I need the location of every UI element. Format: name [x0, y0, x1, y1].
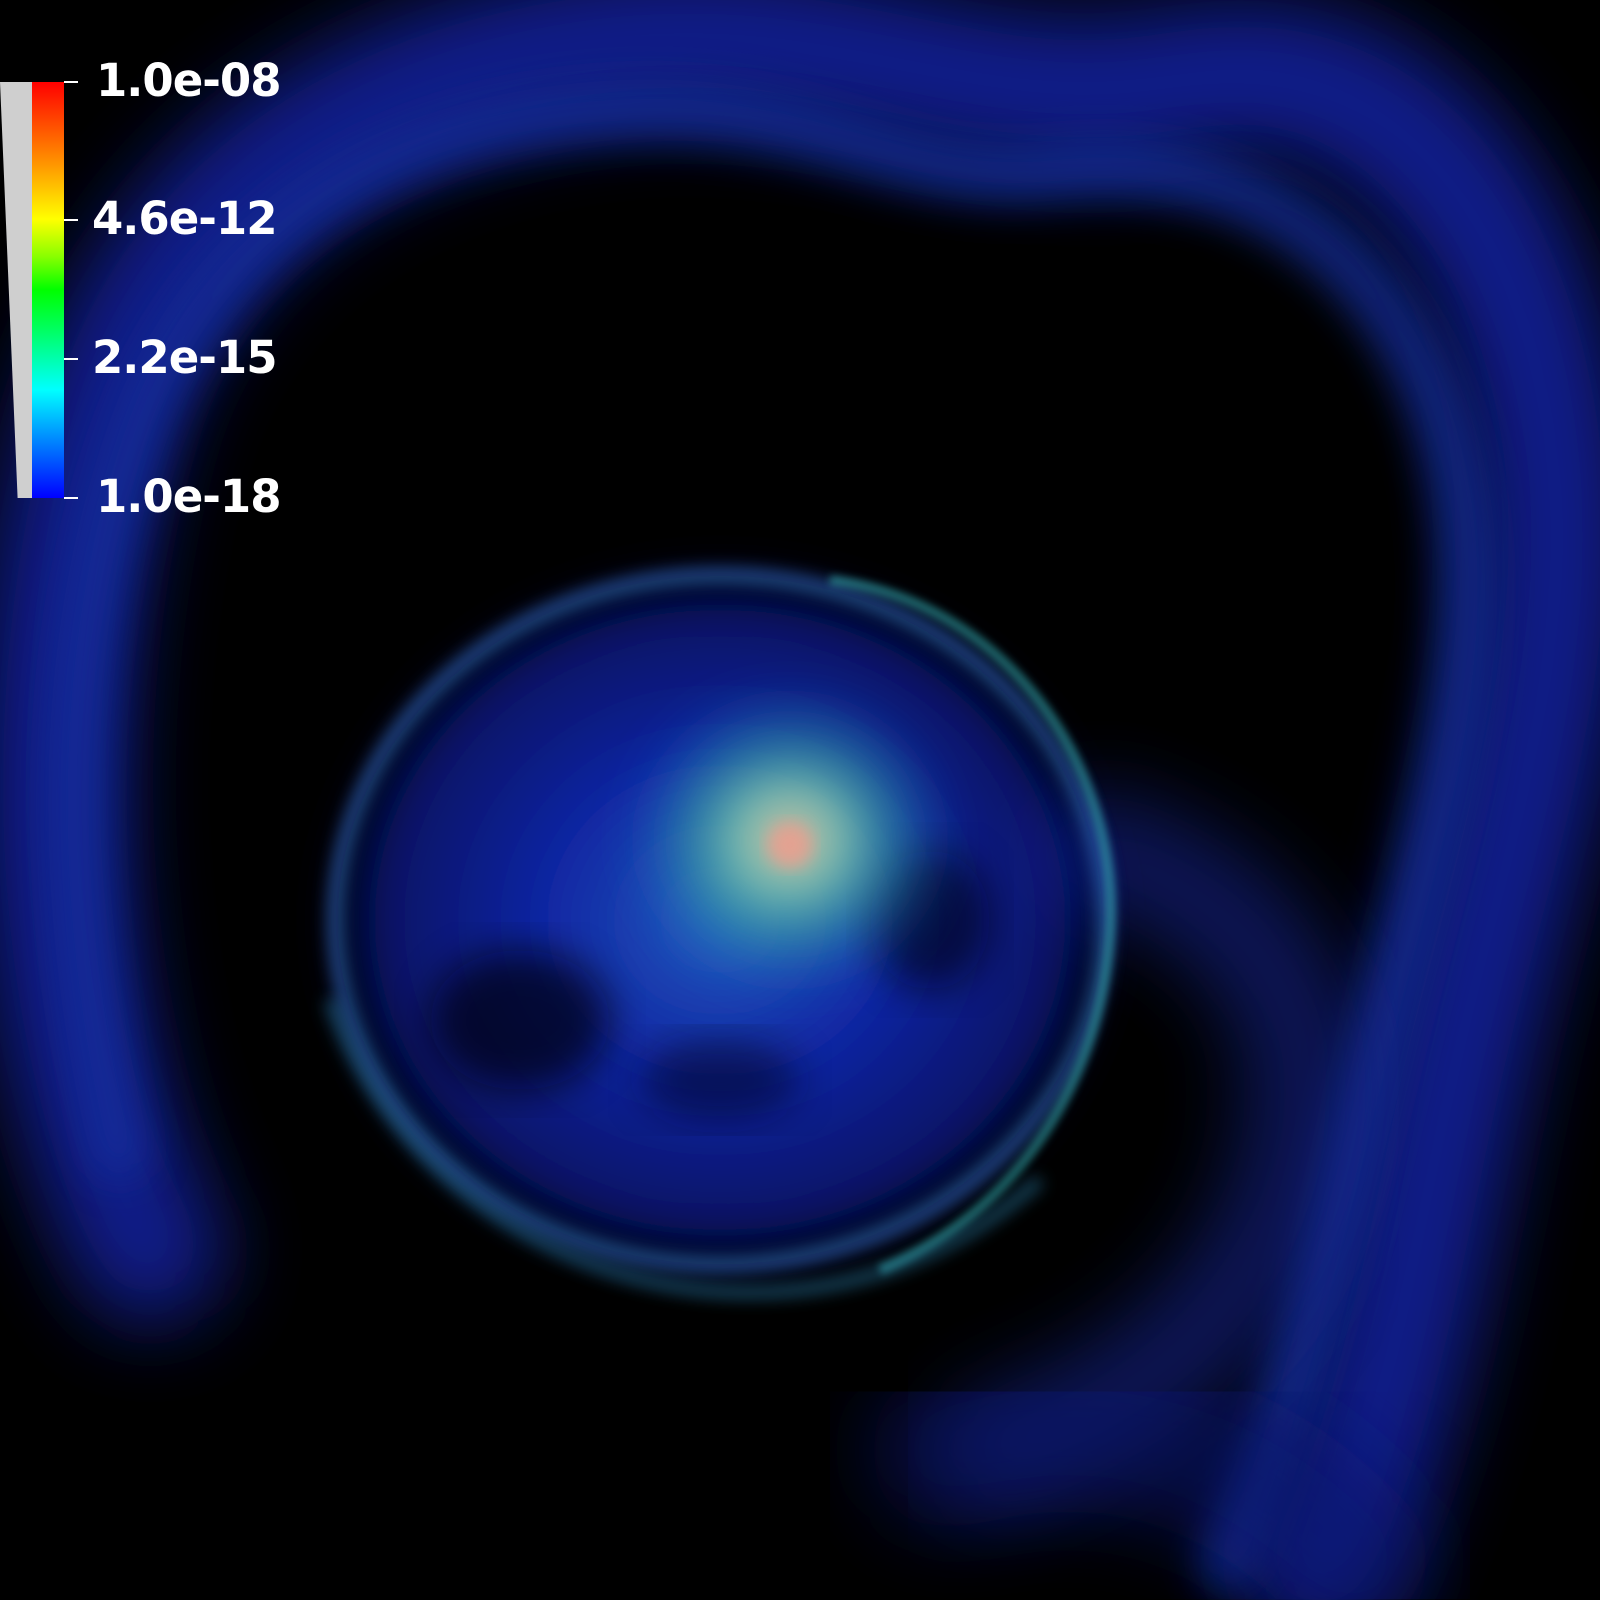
colorbar-tick: [64, 497, 78, 499]
colorbar-label-max: 1.0e-08: [96, 54, 282, 107]
core-region: [620, 680, 960, 1000]
colorbar-label-3: 2.2e-15: [92, 331, 278, 384]
colorbar-label-min: 1.0e-18: [96, 470, 282, 523]
colorbar-tick: [64, 219, 78, 221]
colorbar-tick: [64, 81, 78, 83]
color-ramp: [32, 82, 64, 498]
colorbar-tick: [64, 358, 78, 360]
opacity-ramp: [0, 82, 32, 498]
colorbar-legend: 1.0e-08 4.6e-12 2.2e-15 1.0e-18: [0, 0, 300, 523]
colorbar-label-2: 4.6e-12: [92, 192, 278, 245]
